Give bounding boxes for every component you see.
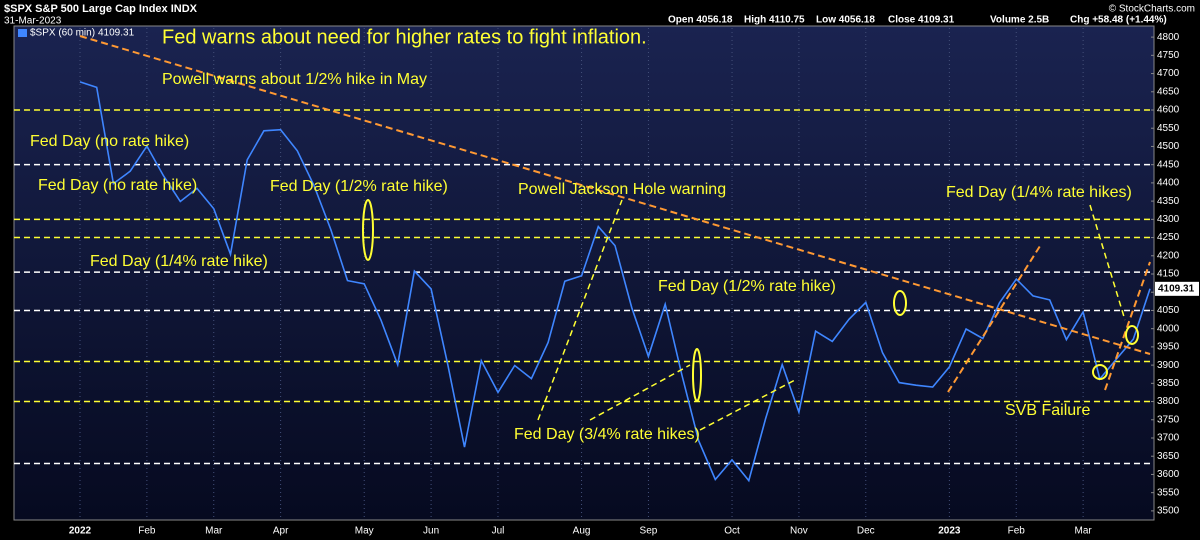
quote-item: Volume 2.5B — [990, 15, 1049, 26]
annotation: Powell Jackson Hole warning — [518, 181, 726, 198]
marker — [1092, 364, 1108, 380]
annotation: Fed Day (no rate hike) — [38, 177, 197, 194]
last-price-box — [1155, 281, 1199, 296]
y-tick-label: 4500 — [1157, 141, 1180, 152]
annotation: Fed Day (3/4% rate hikes) — [514, 426, 700, 443]
legend-label: $SPX (60 min) — [30, 28, 95, 39]
x-tick-label: Oct — [724, 526, 740, 537]
annotation: SVB Failure — [1005, 402, 1090, 419]
y-tick-label: 3900 — [1157, 360, 1180, 371]
legend-swatch — [18, 29, 27, 37]
y-tick-label: 4200 — [1157, 250, 1180, 261]
quote-item: High 4110.75 — [744, 15, 805, 26]
x-tick-label: Apr — [273, 526, 289, 537]
x-tick-label: Dec — [857, 526, 875, 537]
annotation: Fed Day (1/2% rate hike) — [658, 278, 836, 295]
x-tick-label: Jun — [423, 526, 439, 537]
y-tick-label: 3600 — [1157, 469, 1180, 480]
annotation: Fed Day (1/4% rate hike) — [90, 253, 268, 270]
y-tick-label: 3800 — [1157, 396, 1180, 407]
x-tick-label: Jul — [492, 526, 505, 537]
y-tick-label: 3650 — [1157, 451, 1180, 462]
y-tick-label: 4650 — [1157, 86, 1180, 97]
x-tick-label: 2023 — [938, 526, 961, 537]
arrow-line — [699, 379, 796, 431]
date: 31-Mar-2023 — [4, 16, 62, 27]
x-tick-label: Aug — [573, 526, 591, 537]
y-tick-label: 4550 — [1157, 123, 1180, 134]
marker — [692, 348, 702, 402]
quote-item: Open 4056.18 — [668, 15, 733, 26]
trend-line — [1104, 261, 1151, 391]
annotation: Fed Day (1/4% rate hikes) — [946, 184, 1132, 201]
y-tick-label: 4600 — [1157, 105, 1180, 116]
last-price-label: 4109.31 — [1158, 283, 1195, 294]
y-tick-label: 4450 — [1157, 159, 1180, 170]
x-tick-label: May — [355, 526, 374, 537]
credit: © StockCharts.com — [1109, 4, 1195, 15]
marker — [362, 199, 374, 261]
trend-line — [79, 35, 1151, 355]
annotation: Fed warns about need for higher rates to… — [162, 26, 647, 48]
arrow-line — [589, 364, 691, 421]
y-tick-label: 3500 — [1157, 506, 1180, 517]
x-tick-label: Sep — [640, 526, 658, 537]
y-tick-label: 4400 — [1157, 178, 1180, 189]
x-tick-label: Mar — [205, 526, 223, 537]
arrow-line — [1089, 204, 1126, 321]
x-tick-label: Feb — [1008, 526, 1026, 537]
y-tick-label: 4000 — [1157, 323, 1180, 334]
y-tick-label: 4250 — [1157, 232, 1180, 243]
y-tick-label: 3550 — [1157, 487, 1180, 498]
trend-line — [947, 245, 1041, 393]
plot-area — [13, 25, 1155, 521]
legend-value: 4109.31 — [98, 28, 135, 39]
title: $SPX S&P 500 Large Cap Index INDX — [4, 3, 198, 15]
annotation: Fed Day (no rate hike) — [30, 133, 189, 150]
y-tick-label: 4350 — [1157, 196, 1180, 207]
quote-item: Close 4109.31 — [888, 15, 955, 26]
x-tick-label: Feb — [138, 526, 156, 537]
y-tick-label: 3950 — [1157, 342, 1180, 353]
x-tick-label: Mar — [1075, 526, 1093, 537]
quote-item: Low 4056.18 — [816, 15, 875, 26]
y-tick-label: 3700 — [1157, 433, 1180, 444]
y-tick-label: 3850 — [1157, 378, 1180, 389]
y-tick-label: 4150 — [1157, 269, 1180, 280]
y-tick-label: 3750 — [1157, 414, 1180, 425]
y-tick-label: 4050 — [1157, 305, 1180, 316]
quote-item: Chg +58.48 (+1.44%) — [1070, 15, 1167, 26]
annotation: Fed Day (1/2% rate hike) — [270, 178, 448, 195]
y-tick-label: 4700 — [1157, 68, 1180, 79]
x-tick-label: Nov — [790, 526, 808, 537]
y-tick-label: 4750 — [1157, 50, 1180, 61]
marker — [893, 290, 907, 316]
y-tick-label: 4800 — [1157, 32, 1180, 43]
y-tick-label: 4300 — [1157, 214, 1180, 225]
annotation: Powell warns about 1/2% hike in May — [162, 71, 427, 88]
price-line — [79, 81, 1151, 483]
marker — [1125, 325, 1139, 345]
x-tick-label: 2022 — [69, 526, 92, 537]
